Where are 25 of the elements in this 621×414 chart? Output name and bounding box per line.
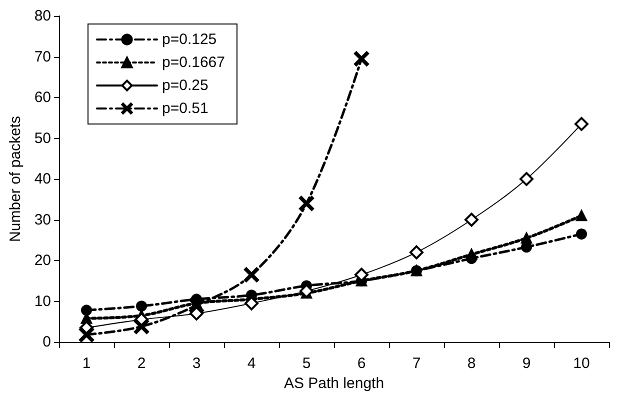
y-tick-label: 20 [34,252,51,269]
x-tick-label: 1 [82,355,91,372]
y-tick-label: 0 [42,334,51,350]
x-tick-label: 10 [573,355,590,372]
y-tick-label: 40 [34,170,51,188]
x-tick-label: 7 [412,355,421,372]
legend-label: p=0.25 [162,77,208,94]
y-tick-label: 60 [34,89,51,106]
y-tick-label: 70 [34,48,51,66]
y-tick-label: 50 [34,130,51,147]
x-tick-label: 2 [137,355,146,372]
x-axis-title: AS Path length [284,374,384,392]
x-tick-label: 9 [522,355,531,372]
x-tick-label: 3 [192,355,201,372]
legend-label: p=0.1667 [162,54,225,71]
y-tick-label: 30 [34,211,51,228]
legend-label: p=0.51 [162,100,208,117]
x-tick-label: 5 [302,355,311,372]
y-tick-label: 10 [34,292,51,310]
x-tick-label: 4 [247,355,256,372]
y-axis-title: Number of packets [7,116,24,242]
legend-label: p=0.125 [162,31,217,48]
x-tick-label: 8 [467,355,476,372]
y-tick-label: 80 [34,8,51,24]
x-tick-label: 6 [357,355,366,372]
